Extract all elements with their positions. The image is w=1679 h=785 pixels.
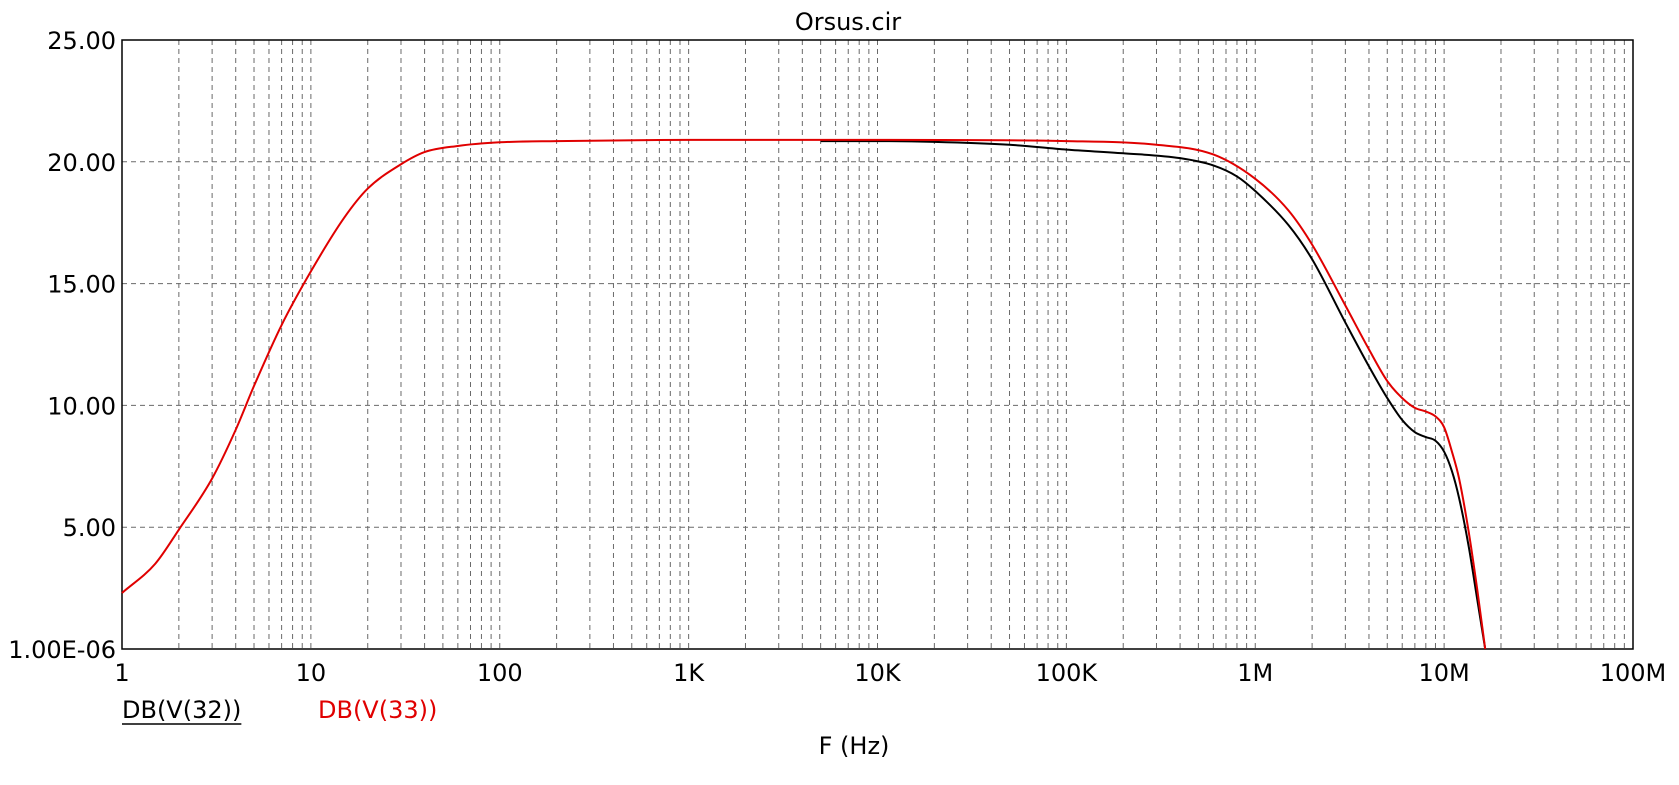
series-line-1: [820, 140, 1487, 650]
y-tick-label: 5.00: [63, 514, 116, 542]
series-lines: [121, 138, 1487, 650]
x-tick-label: 1K: [673, 659, 705, 687]
x-axis-label: F (Hz): [819, 732, 890, 760]
y-tick-label: 15.00: [47, 271, 116, 299]
y-tick-label: 1.00E-06: [8, 636, 116, 664]
plot-frame: [121, 39, 1634, 650]
y-tick-label: 10.00: [47, 392, 116, 420]
grid-lines: [122, 40, 1633, 649]
chart-title: Orsus.cir: [795, 8, 901, 36]
x-tick-label: 10M: [1419, 659, 1470, 687]
tick-labels: 1 10 100 1K 10K 100K 1M 10M 100M 1.00E-06 5.00 10.0…: [8, 27, 1666, 687]
x-tick-label: 100: [477, 659, 523, 687]
x-tick-label: 1: [114, 659, 129, 687]
y-tick-label: 20.00: [47, 149, 116, 177]
legend-entry-2: DB(V(33)): [318, 696, 437, 724]
y-tick-label: 25.00: [47, 27, 116, 55]
x-tick-label: 10: [296, 659, 327, 687]
x-tick-label: 1M: [1237, 659, 1273, 687]
series-line-2: [121, 138, 1487, 650]
x-tick-label: 10K: [854, 659, 902, 687]
legend: DB(V(32)) DB(V(33)): [122, 696, 437, 725]
x-tick-label: 100M: [1600, 659, 1667, 687]
legend-entry-1: DB(V(32)): [122, 696, 241, 724]
x-tick-label: 100K: [1036, 659, 1099, 687]
